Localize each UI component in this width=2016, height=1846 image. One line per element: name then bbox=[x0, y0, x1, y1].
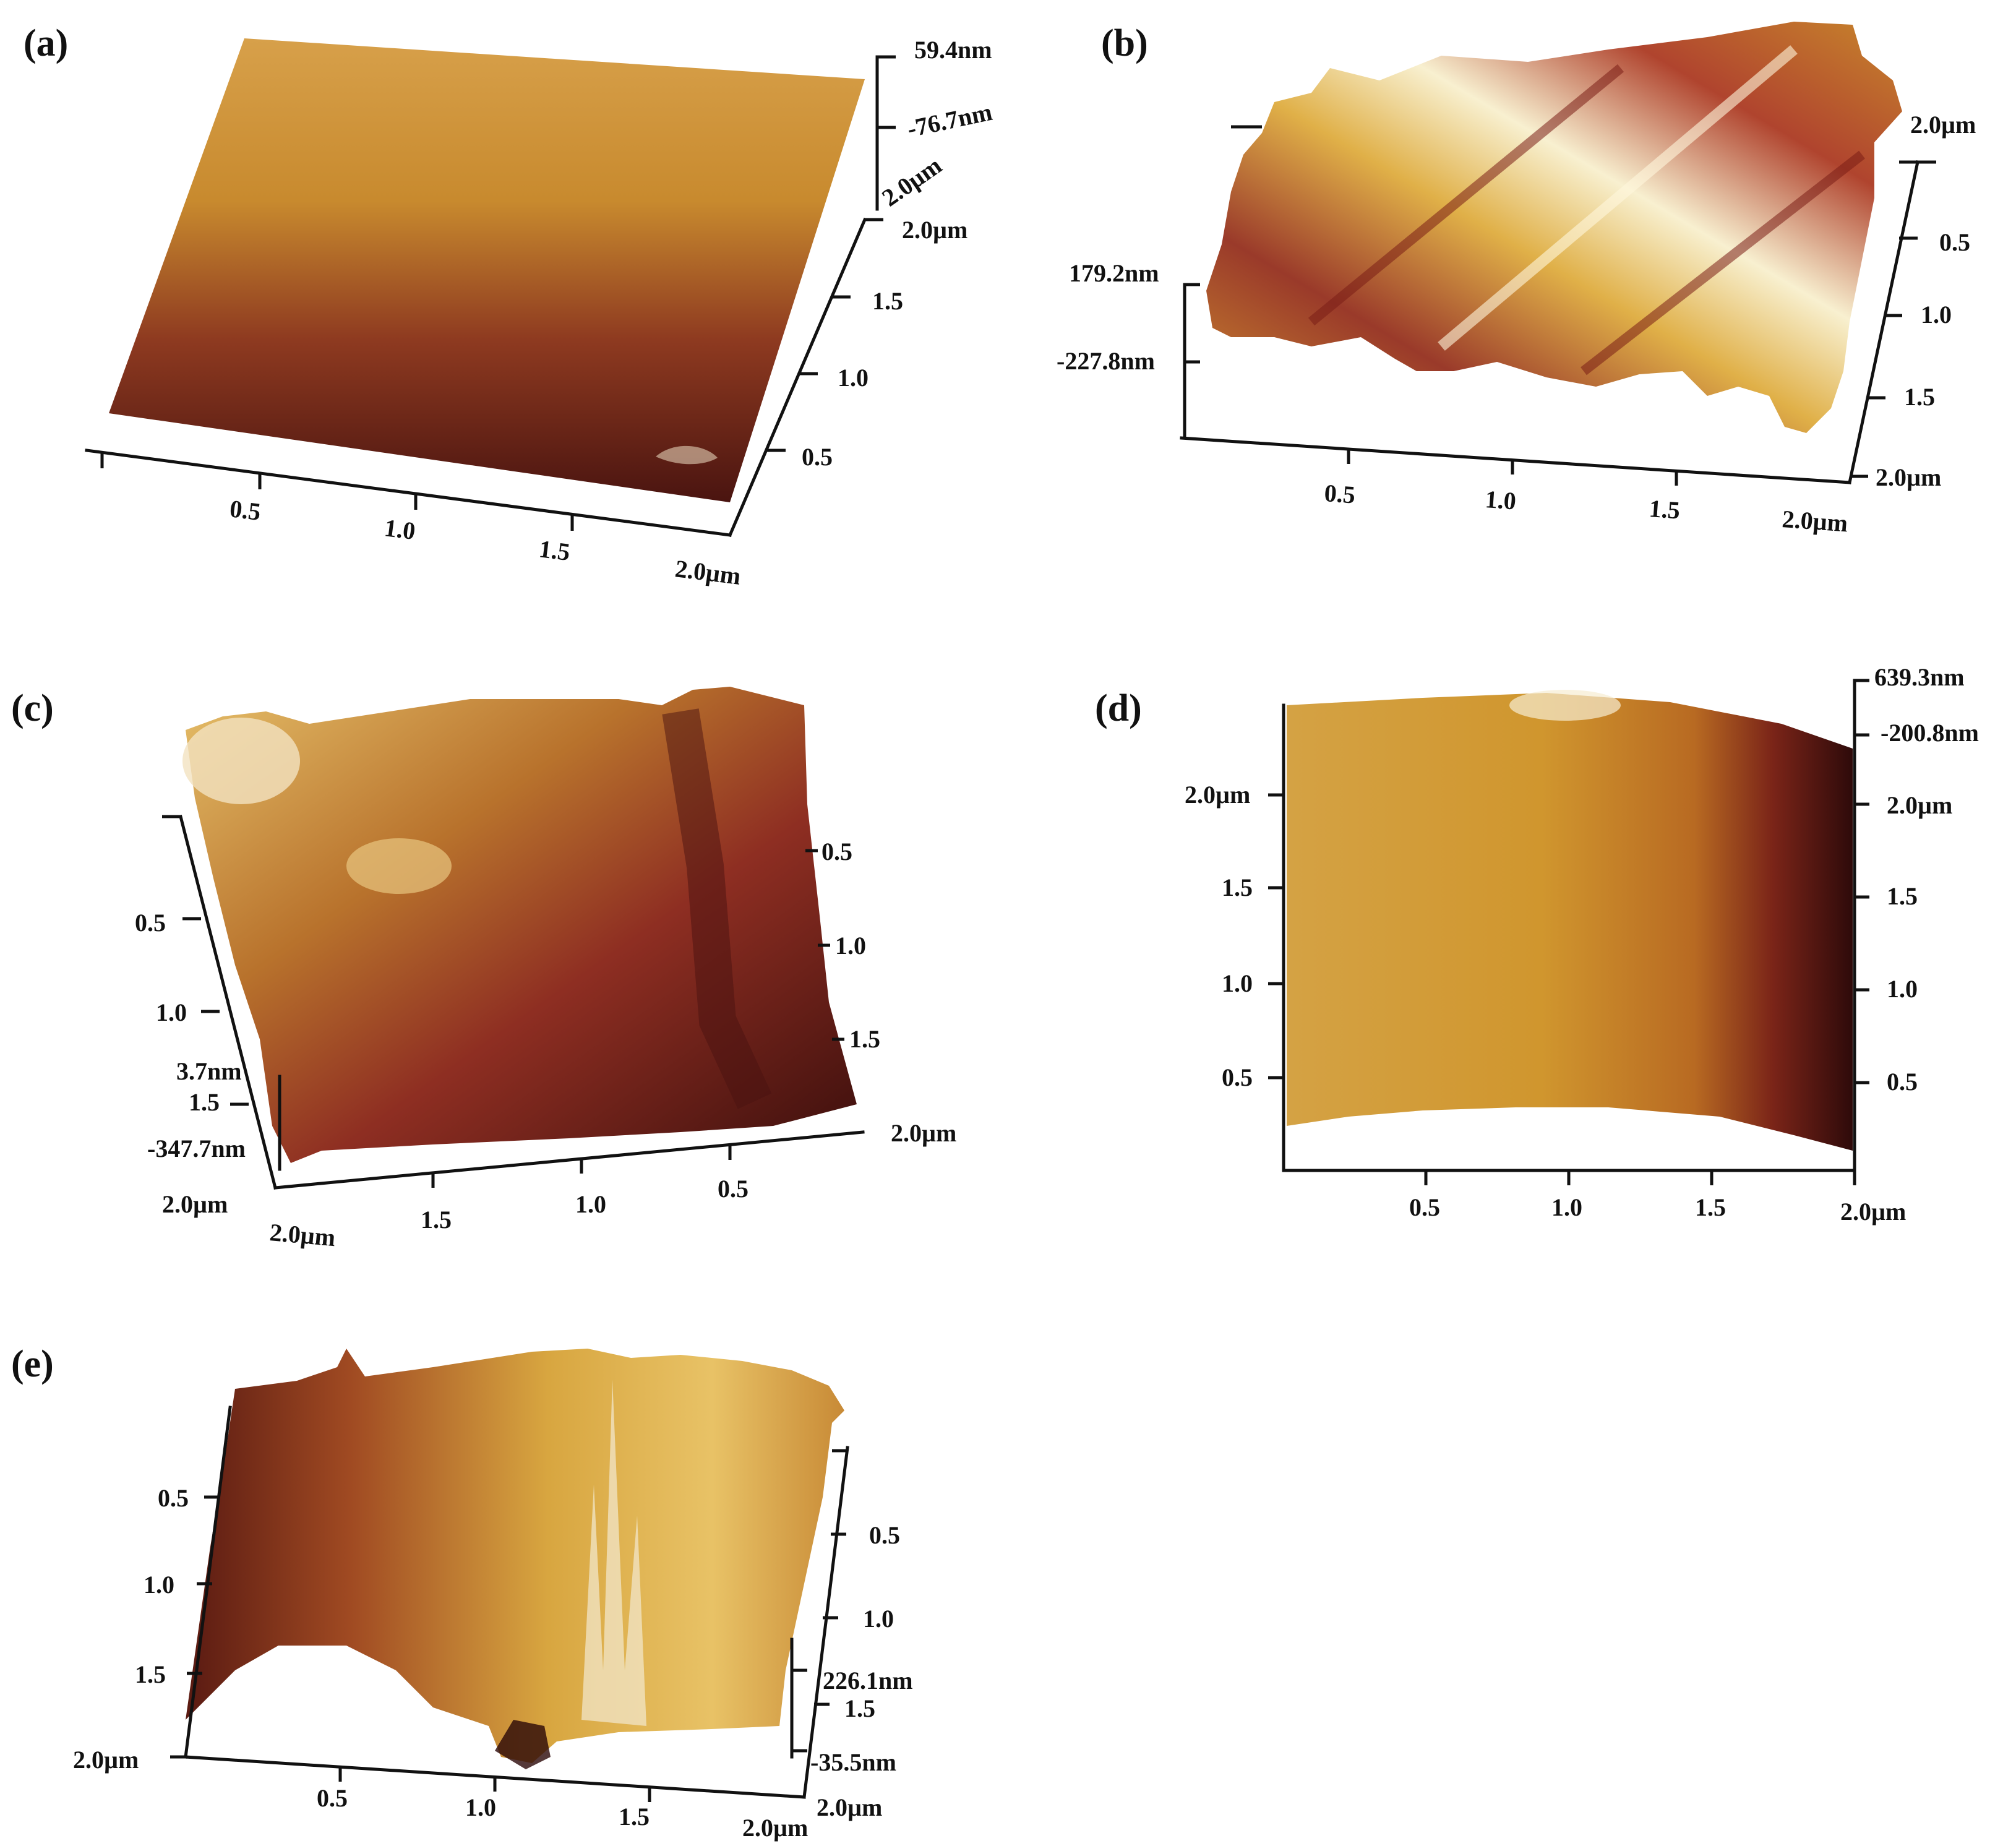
x-tick-d: 2.0µm bbox=[1840, 1198, 1906, 1226]
z-min-label-b: -227.8nm bbox=[1057, 347, 1155, 375]
panel-label-a: (a) bbox=[24, 22, 68, 64]
panel-label-b: (b) bbox=[1101, 22, 1148, 64]
y-tick-d-left: 2.0µm bbox=[1185, 781, 1250, 809]
z-max-label-d: 639.3nm bbox=[1874, 663, 1965, 691]
y-tick-c-right: 0.5 bbox=[821, 838, 852, 865]
panel-label-d: (d) bbox=[1095, 687, 1142, 729]
x-tick-c: 1.5 bbox=[421, 1206, 452, 1234]
y-axis-c-left bbox=[178, 814, 278, 1190]
panel-e: (e) 0.5 1.0 1.5 2.0µm 0.5 1.0 1.5 2.0µm … bbox=[11, 1343, 913, 1842]
bright-patch-d bbox=[1509, 690, 1621, 721]
x-tick-e: 1.0 bbox=[465, 1793, 496, 1821]
y-tick-b: 2.0µm bbox=[1910, 111, 1976, 139]
x-tick-b: 1.0 bbox=[1484, 485, 1517, 515]
x-tick-d: 0.5 bbox=[1409, 1193, 1440, 1221]
y-tick-c-left: 1.0 bbox=[156, 998, 187, 1026]
y-tick-b: 1.0 bbox=[1921, 301, 1952, 328]
panel-b: (b) 179.2nm -227.8nm 0.5 1.0 1.5 2.0µm 2… bbox=[1057, 22, 1976, 537]
y-tick-c-left: 1.5 bbox=[189, 1088, 220, 1116]
ridge-highlight-b bbox=[1438, 45, 1798, 351]
z-max-label-e: 226.1nm bbox=[823, 1667, 913, 1694]
dome-feature-c bbox=[346, 838, 452, 894]
y-tick-b: 0.5 bbox=[1939, 228, 1970, 256]
x-tick-b: 1.5 bbox=[1648, 494, 1681, 524]
y-tick-e-left: 0.5 bbox=[158, 1484, 189, 1512]
y-axis-a bbox=[727, 217, 867, 538]
y-tick-a: 0.5 bbox=[802, 443, 833, 471]
surface-b bbox=[1206, 22, 1902, 433]
x-axis-c bbox=[273, 1130, 865, 1190]
panel-a: (a) 59.4nm -76.7nm 2.0µm 0.5 1.0 1.5 2.0… bbox=[24, 22, 995, 590]
y-tick-e-right: 1.0 bbox=[863, 1605, 894, 1633]
y-tick-a: 2.0µm bbox=[902, 216, 967, 244]
y-tick-e-right: 1.5 bbox=[844, 1694, 875, 1722]
panel-d: (d) 2.0µm 1.5 1.0 0.5 639.3nm -200.8nm 2… bbox=[1095, 663, 1979, 1226]
x-tick-e: 0.5 bbox=[317, 1784, 348, 1812]
x-tick-b: 0.5 bbox=[1323, 479, 1356, 509]
x-tick-a: 1.5 bbox=[538, 534, 572, 566]
y-axis-e-right bbox=[802, 1446, 849, 1799]
surface-d bbox=[1287, 693, 1853, 1151]
x-tick-c: 2.0µm bbox=[891, 1119, 956, 1147]
x-tick-d: 1.0 bbox=[1551, 1193, 1582, 1221]
dark-trough-e bbox=[495, 1720, 551, 1769]
y-tick-d-right: 1.5 bbox=[1887, 882, 1918, 910]
x-tick-a: 2.0µm bbox=[674, 554, 742, 590]
spike-feature-e bbox=[581, 1380, 646, 1726]
y-tick-c-left: 0.5 bbox=[135, 909, 166, 937]
y-tick-e-left: 2.0µm bbox=[73, 1746, 139, 1774]
panel-label-c: (c) bbox=[11, 687, 54, 729]
y-tick-d-left: 1.5 bbox=[1222, 874, 1253, 901]
x-tick-a: 1.0 bbox=[383, 513, 417, 545]
x-tick-e: 1.5 bbox=[619, 1803, 650, 1831]
y-tick-b: 1.5 bbox=[1904, 383, 1935, 411]
x-tick-d: 1.5 bbox=[1695, 1193, 1726, 1221]
x-tick-c: 1.0 bbox=[575, 1190, 606, 1218]
z-min-label-e: -35.5nm bbox=[810, 1748, 896, 1776]
z-top-y-label-a: 2.0µm bbox=[877, 151, 946, 212]
y-tick-d-left: 0.5 bbox=[1222, 1063, 1253, 1091]
surface-a bbox=[109, 38, 865, 502]
x-tick-a: 0.5 bbox=[228, 494, 262, 526]
y-tick-e-left: 1.5 bbox=[135, 1660, 166, 1688]
ridge-shadow-b bbox=[1581, 150, 1865, 376]
y-tick-b: 2.0µm bbox=[1876, 463, 1941, 491]
y-tick-c-right: 1.5 bbox=[849, 1025, 880, 1053]
y-tick-e-left: 1.0 bbox=[144, 1571, 174, 1599]
y-tick-d-right: 1.0 bbox=[1887, 975, 1918, 1003]
ridge-shadow-c bbox=[662, 708, 772, 1109]
y-tick-a: 1.5 bbox=[872, 287, 903, 315]
surface-e bbox=[186, 1349, 844, 1763]
y-tick-a: 1.0 bbox=[838, 364, 869, 392]
y-tick-e-right: 0.5 bbox=[869, 1521, 900, 1549]
z-min-label-a: -76.7nm bbox=[905, 98, 995, 143]
x-tick-c: 0.5 bbox=[718, 1175, 748, 1203]
z-max-label-b: 179.2nm bbox=[1069, 259, 1159, 287]
y-axis-b bbox=[1848, 160, 1919, 484]
x-tick-b: 2.0µm bbox=[1781, 505, 1848, 537]
panel-c: (c) 0.5 1.0 1.5 2.0µm 3.7nm -347.7nm 2.0… bbox=[11, 687, 956, 1251]
y-tick-c-right: 1.0 bbox=[835, 932, 866, 959]
y-tick-d-right: 2.0µm bbox=[1887, 791, 1952, 819]
y-tick-d-right: 0.5 bbox=[1887, 1068, 1918, 1096]
z-max-label-a: 59.4nm bbox=[914, 36, 992, 64]
y-tick-d-left: 1.0 bbox=[1222, 969, 1253, 997]
panel-label-e: (e) bbox=[11, 1343, 54, 1385]
x-axis-b bbox=[1180, 436, 1851, 484]
z-max-label-c: 3.7nm bbox=[176, 1057, 242, 1085]
z-min-label-c: -347.7nm bbox=[147, 1135, 246, 1162]
ridge-shadow-b bbox=[1308, 64, 1624, 326]
x-axis-a bbox=[85, 449, 732, 537]
y-tick-c-left: 2.0µm bbox=[162, 1190, 228, 1218]
surface-a-highlight bbox=[656, 445, 718, 465]
y-tick-e-right: 2.0µm bbox=[817, 1793, 882, 1821]
dome-feature-c bbox=[182, 718, 300, 804]
z-min-label-d: -200.8nm bbox=[1881, 719, 1979, 747]
x-tick-e: 2.0µm bbox=[742, 1814, 808, 1842]
x-tick-c: 2.0µm bbox=[268, 1218, 337, 1251]
